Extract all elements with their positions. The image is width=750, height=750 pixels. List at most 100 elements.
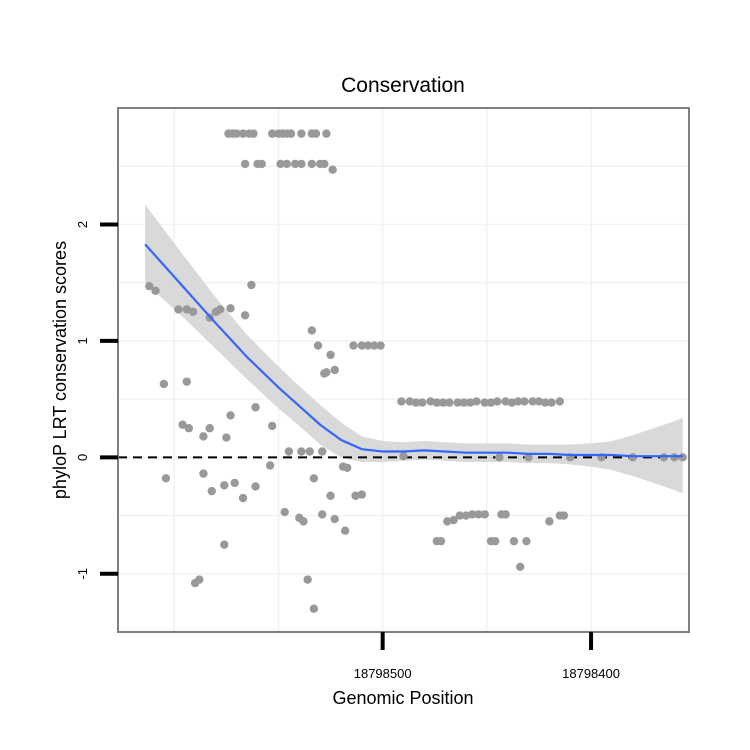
data-point — [251, 482, 260, 491]
data-point — [207, 486, 216, 496]
data-point — [343, 463, 352, 473]
data-point — [309, 474, 319, 483]
data-point — [220, 540, 229, 549]
data-point — [188, 307, 198, 316]
data-point — [545, 517, 554, 526]
x-axis-ticks: 18798500 18798400 — [354, 632, 620, 681]
x-tick-label: 18798400 — [562, 666, 620, 681]
data-point — [215, 305, 225, 314]
data-point — [238, 129, 248, 138]
y-tick-label: 0 — [75, 454, 90, 461]
data-point — [459, 398, 469, 407]
data-point — [268, 129, 277, 138]
data-point — [268, 421, 277, 431]
data-point — [276, 159, 285, 169]
data-point — [534, 397, 544, 406]
data-point — [559, 511, 569, 520]
data-point — [184, 424, 194, 433]
data-point — [151, 286, 160, 296]
data-point — [330, 365, 339, 375]
data-point — [161, 474, 171, 483]
data-point — [318, 447, 327, 456]
data-point — [313, 341, 323, 350]
data-point — [455, 511, 464, 520]
data-point — [357, 341, 367, 350]
data-point — [284, 447, 294, 456]
data-point — [522, 536, 531, 546]
data-point — [541, 398, 550, 407]
smooth-line — [144, 243, 683, 458]
chart-title: Conservation — [341, 74, 465, 97]
data-point — [282, 159, 291, 169]
data-point — [555, 397, 564, 406]
data-point — [280, 507, 289, 517]
data-point — [468, 510, 477, 519]
data-point — [490, 536, 500, 546]
data-point — [474, 510, 483, 519]
confidence-ribbon — [145, 204, 683, 494]
data-point — [501, 510, 510, 519]
y-tick-label: 2 — [75, 221, 90, 228]
data-point — [230, 478, 239, 488]
data-point — [195, 575, 204, 584]
data-point — [528, 397, 537, 406]
points-layer — [145, 129, 687, 613]
data-point — [438, 398, 448, 407]
data-point — [501, 397, 510, 406]
data-point — [199, 432, 208, 441]
data-point — [226, 411, 235, 420]
data-point — [472, 397, 481, 406]
plot-frame — [117, 107, 690, 633]
data-point — [493, 397, 502, 406]
x-tick-label: 18798500 — [354, 666, 412, 681]
data-point — [265, 461, 275, 470]
data-point — [249, 129, 258, 138]
data-point — [349, 341, 358, 350]
data-point — [322, 368, 331, 377]
data-point — [240, 311, 250, 320]
data-point — [399, 451, 408, 461]
data-point — [159, 379, 169, 389]
data-point — [232, 129, 241, 138]
data-point — [307, 326, 317, 335]
data-point — [436, 536, 446, 546]
data-point — [286, 129, 296, 138]
data-point — [311, 129, 321, 138]
grid-lines — [118, 108, 689, 632]
confidence-ribbon-layer — [145, 204, 683, 494]
data-point — [520, 397, 529, 406]
data-point — [461, 511, 471, 520]
data-point — [307, 159, 317, 169]
data-point — [297, 159, 306, 169]
data-point — [376, 341, 385, 350]
data-point — [247, 280, 256, 290]
data-point — [182, 377, 191, 386]
y-axis-ticks: -1 0 1 2 — [75, 221, 118, 580]
data-point — [426, 397, 435, 406]
data-point — [486, 398, 496, 407]
data-point — [495, 453, 504, 462]
data-point — [226, 304, 235, 313]
y-tick-label: -1 — [75, 568, 90, 580]
data-point — [363, 341, 373, 350]
smooth-line-layer — [144, 243, 683, 458]
data-point — [145, 281, 154, 291]
data-point — [432, 398, 442, 407]
data-point — [328, 165, 337, 174]
data-point — [516, 562, 525, 571]
data-point — [222, 433, 231, 442]
data-point — [411, 398, 421, 407]
data-point — [480, 510, 489, 519]
data-point — [370, 341, 379, 350]
data-point — [320, 159, 329, 169]
x-axis-label: Genomic Position — [332, 688, 473, 708]
data-point — [524, 453, 533, 462]
data-point — [509, 536, 519, 546]
data-point — [465, 398, 475, 407]
data-point — [357, 490, 367, 499]
data-point — [628, 453, 637, 462]
data-point — [507, 398, 517, 407]
data-point — [659, 453, 669, 462]
data-point — [443, 517, 452, 526]
